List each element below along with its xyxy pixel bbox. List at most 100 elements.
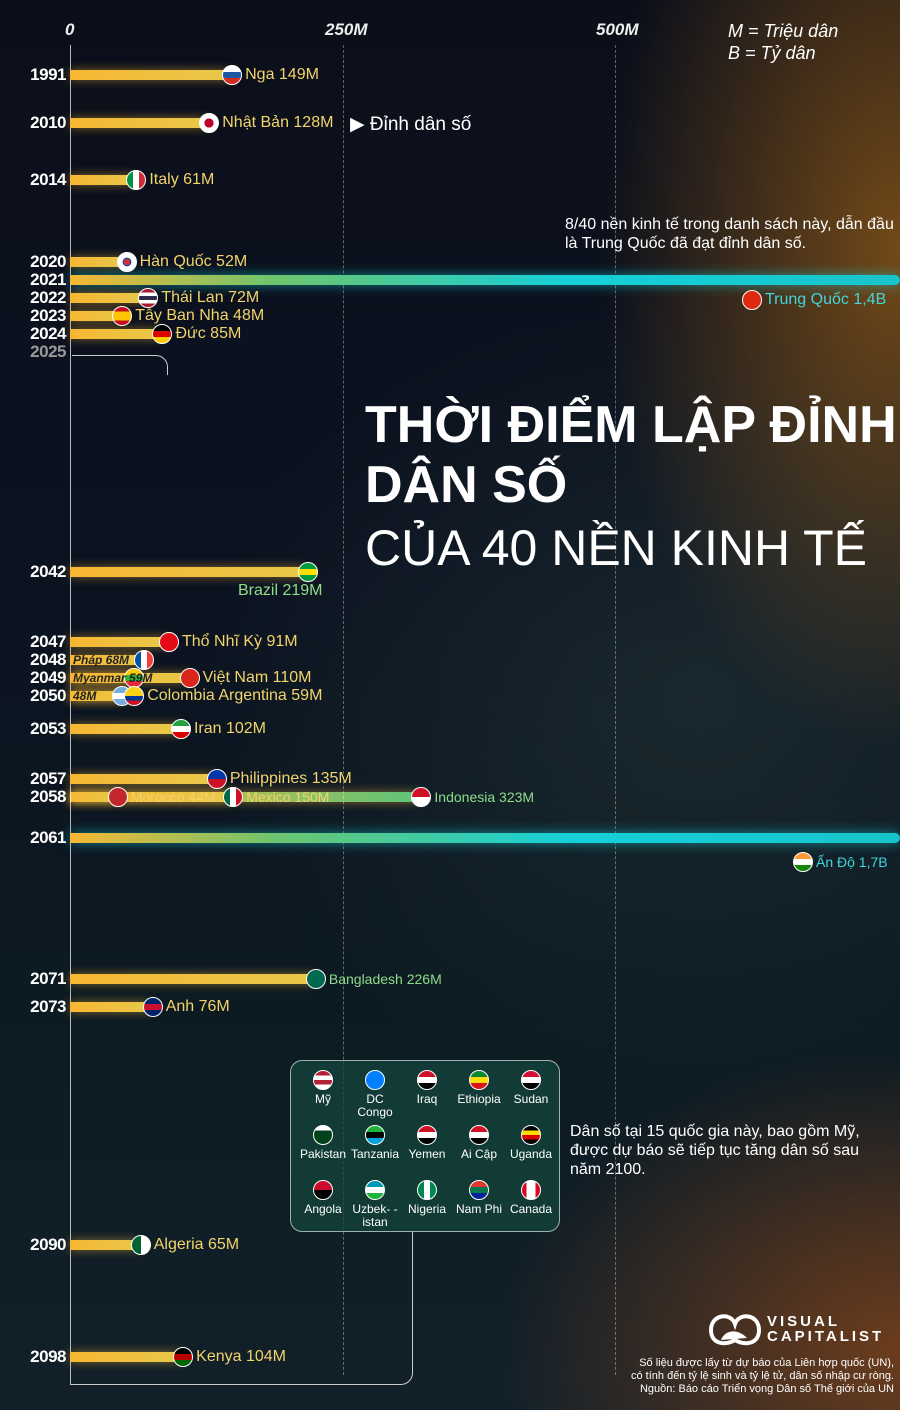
legend-item: Tanzania [349,1121,401,1161]
legend-item: Pakistan [297,1121,349,1161]
flag-icon [417,1070,437,1090]
bar-label: Philippines 135M [229,770,352,787]
bar-Bangladesh [70,974,316,984]
flag-icon [469,1125,489,1145]
legend-label: Uzbek- -istan [352,1202,398,1229]
bar-label: Colombia Argentina 59M [147,687,323,704]
flag-icon [365,1180,385,1200]
flag-icon [173,1347,194,1367]
flag-icon [521,1125,541,1145]
year-label: 2021 [30,270,66,289]
flag-icon [469,1180,489,1200]
bar-Nhật Bản [70,118,210,128]
flag-icon [138,288,159,308]
x-tick: 0 [65,20,75,39]
bar-label: Algeria 65M [153,1236,240,1253]
year-label: 2048 [30,650,66,669]
legend-item: Ai Cập [453,1121,505,1161]
year-label: 2014 [30,170,66,189]
legend-label: Iraq [416,1092,438,1106]
bar-Tây Ban Nha [70,311,123,321]
brand-line2: CAPITALIST [767,1328,885,1345]
bar-label: Việt Nam 110M [202,669,312,686]
bar-label: Mexico 150M [246,789,330,805]
flag-icon [417,1180,437,1200]
flag-icon [170,719,191,739]
bar-Hàn Quốc [70,257,127,267]
footer-line: Nguồn: Báo cáo Triển vọng Dân số Thế giớ… [639,1383,894,1395]
flag-icon [793,852,813,872]
growing-countries-legend: Mỹ DC Congo Iraq Ethiopia Sudan Pakistan Tanza… [290,1060,560,1232]
bar-label: Myanmar 59M [73,671,153,685]
legend-label: Ai Cập [460,1147,498,1161]
visual-capitalist-logo: VISUAL CAPITALIST [707,1310,884,1348]
flag-icon [521,1070,541,1090]
bracket [70,1232,413,1385]
title: THỜI ĐIỂM LẬP ĐỈNH DÂN SỐ [365,396,897,514]
unit-million: M = Triệu dân [728,21,839,41]
flag-icon [305,969,326,989]
legend-label: Yemen [408,1147,446,1161]
bar-label: Kenya 104M [196,1348,286,1365]
footer-line: Số liệu được lấy từ dự báo của Liên hợp … [639,1357,894,1369]
bar-label: 48M [73,689,97,703]
flag-icon [133,650,154,670]
flag-icon [742,290,762,310]
japan-peak-text: Đỉnh dân số [369,114,472,135]
bar-label: Bangladesh 226M [328,971,442,987]
legend-label: Ethiopia [457,1092,501,1106]
year-label: 2073 [30,997,66,1016]
legend-label: Pakistan [299,1147,347,1161]
flag-icon [222,65,243,85]
brand-line1: VISUAL [767,1313,841,1330]
bracket [72,355,168,375]
bar-Algeria [70,1240,141,1250]
y-axis [70,45,71,1385]
legend-item: Iraq [401,1066,453,1106]
bar-label: Anh 76M [165,998,230,1015]
bar-Anh [70,1002,153,1012]
flag-icon [112,306,133,326]
bar-Pháp [70,655,144,665]
bar-label: Thái Lan 72M [161,289,260,306]
bar-label: Thổ Nhĩ Kỳ 91M [182,633,298,650]
flag-icon [313,1125,333,1145]
bar-label: Iran 102M [193,720,267,737]
flag-icon [313,1180,333,1200]
flag-icon [521,1180,541,1200]
legend-item: Canada [505,1176,557,1216]
bar-Brazil [70,567,309,577]
unit-billion: B = Tỷ dân [728,43,816,63]
legend-label: Canada [509,1202,553,1216]
legend-label: Mỹ [315,1092,331,1106]
flag-icon [107,787,128,807]
year-label: 2049 [30,668,66,687]
legend-item: Sudan [505,1066,557,1106]
flag-icon [417,1125,437,1145]
japan-peak-annotation: ▶ Đỉnh dân số [350,114,472,135]
legend-label: DC Congo [357,1092,393,1119]
year-label: 2057 [30,769,66,788]
year-label: 2025 [30,342,66,361]
bar-Nga [70,70,233,80]
flag-icon [130,1235,151,1255]
bar-Philippines [70,774,217,784]
peaked-note: 8/40 nền kinh tế trong danh sách này, dẫ… [565,216,894,252]
flag-icon [365,1125,385,1145]
year-label: 2061 [30,828,66,847]
legend-label: Angola [304,1202,342,1216]
bar-label: Đức 85M [175,325,242,342]
year-label: 2023 [30,306,66,325]
flag-icon [298,562,319,582]
flag-icon [469,1070,489,1090]
flag-icon [365,1070,385,1090]
legend-item: Mỹ [297,1066,349,1106]
bar-Thổ Nhĩ Kỳ [70,637,169,647]
flag-icon [179,668,200,688]
flag-icon [223,787,244,807]
bar-Italy [70,175,137,185]
flag-icon [159,632,179,652]
unit-note: M = Triệu dân B = Tỷ dân [728,20,838,64]
gridline [615,45,616,1375]
logo-icon [708,1314,762,1346]
